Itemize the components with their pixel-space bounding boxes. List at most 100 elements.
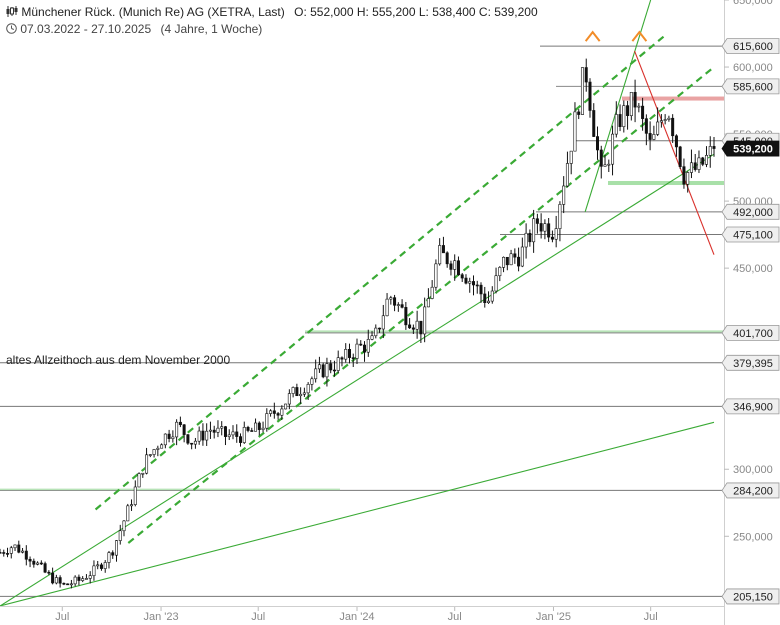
candle-up <box>389 297 393 300</box>
axis-panel <box>724 0 780 625</box>
candle-up <box>689 162 693 173</box>
candle-down <box>505 256 509 266</box>
candle-up <box>137 473 141 488</box>
candle-down <box>363 344 367 353</box>
candle-up <box>306 384 310 394</box>
chart-header: Münchener Rück. (Munich Re) AG (XETRA, L… <box>6 5 538 19</box>
level-tag-bg <box>721 354 780 371</box>
candle-down <box>201 430 205 441</box>
candle-down <box>246 426 250 431</box>
candle-down <box>400 304 404 308</box>
y-axis: 650,000600,000550,000500,000450,000400,0… <box>724 0 780 625</box>
candle-up <box>415 320 419 330</box>
trendlines <box>0 0 715 607</box>
candle-down <box>550 236 554 240</box>
candle-down <box>182 424 186 435</box>
candle-up <box>114 540 118 556</box>
candle-up <box>652 134 656 140</box>
candle-up <box>524 232 528 248</box>
candle-up <box>704 155 708 165</box>
candle-up <box>637 105 641 108</box>
candle-up <box>381 315 385 330</box>
candle-down <box>547 223 551 238</box>
candle-down <box>178 421 182 426</box>
candle-up <box>554 228 558 240</box>
candle-up <box>205 430 209 441</box>
level-tag: 401,700 <box>733 328 773 340</box>
level-tag: 284,200 <box>733 485 773 497</box>
candle-down <box>626 105 630 117</box>
candle-down <box>190 442 194 445</box>
candle-up <box>565 163 569 187</box>
candle-up <box>145 454 149 474</box>
candle-down <box>633 91 637 108</box>
candle-down <box>51 572 55 584</box>
candle-up <box>344 349 348 360</box>
y-tick-label: 650,000 <box>733 0 773 7</box>
candle-up <box>227 434 231 437</box>
candle-up <box>148 454 152 456</box>
candle-up <box>141 472 145 475</box>
candle-up <box>520 246 524 267</box>
candle-up <box>81 578 85 581</box>
candle-up <box>302 392 306 395</box>
candle-up <box>562 185 566 205</box>
candle-down <box>24 550 28 560</box>
candle-up <box>314 368 318 380</box>
resistance-zone <box>622 96 724 101</box>
y-tick-label: 450,000 <box>733 263 773 275</box>
candle-down <box>329 363 333 371</box>
annotation-all-time-high: altes Allzeithoch aus dem November 2000 <box>6 353 230 367</box>
candle-up <box>355 343 359 359</box>
candle-up <box>265 413 269 429</box>
candle-down <box>584 67 588 83</box>
candle-down <box>648 133 652 140</box>
candle-down <box>712 146 716 149</box>
candle-down <box>419 320 423 335</box>
candle-down <box>6 553 10 555</box>
candle-down <box>77 576 81 581</box>
trendline-long-support <box>0 421 715 607</box>
candle-up <box>611 133 615 165</box>
zones <box>608 96 724 186</box>
candle-up <box>291 387 295 394</box>
candle-down <box>445 252 449 265</box>
candle-up <box>254 422 258 432</box>
candle-up <box>434 263 438 288</box>
candle-down <box>212 429 216 433</box>
candle-up <box>220 426 224 429</box>
level-tag: 379,395 <box>733 358 773 370</box>
candle-up <box>667 117 671 120</box>
x-axis: Jul Jan '23 Jul Jan '24 Jul Jan '25 Jul <box>0 606 724 623</box>
candle-up <box>487 300 491 304</box>
x-tick-label: Jul <box>55 611 69 623</box>
candle-up <box>663 119 667 121</box>
candle-down <box>378 327 382 330</box>
candle-down <box>411 327 415 330</box>
date-range: 07.03.2022 - 27.10.2025 <box>20 22 152 36</box>
y-tick-label: 250,000 <box>733 531 773 543</box>
candle-up <box>107 552 111 563</box>
candle-up <box>130 504 134 507</box>
candle-down <box>456 260 460 276</box>
candle-down <box>257 422 261 430</box>
candle-down <box>17 544 21 553</box>
candle-up <box>543 223 547 232</box>
candle-up <box>438 245 442 265</box>
candle-up <box>175 421 179 438</box>
candle-down <box>250 430 254 432</box>
candle-up <box>152 449 156 455</box>
candle-down <box>539 223 543 232</box>
candle-down <box>58 577 62 584</box>
y-tick-label: 300,000 <box>733 464 773 476</box>
candle-down <box>644 118 648 134</box>
candle-down <box>111 552 115 556</box>
markers <box>584 30 648 42</box>
candle-down <box>471 281 475 286</box>
candle-up <box>317 364 321 370</box>
candle-up <box>336 357 340 371</box>
level-tag-bg <box>721 324 780 341</box>
candle-down <box>340 357 344 360</box>
x-tick-label: Jul <box>251 611 265 623</box>
x-tick-label: Jul <box>644 611 658 623</box>
